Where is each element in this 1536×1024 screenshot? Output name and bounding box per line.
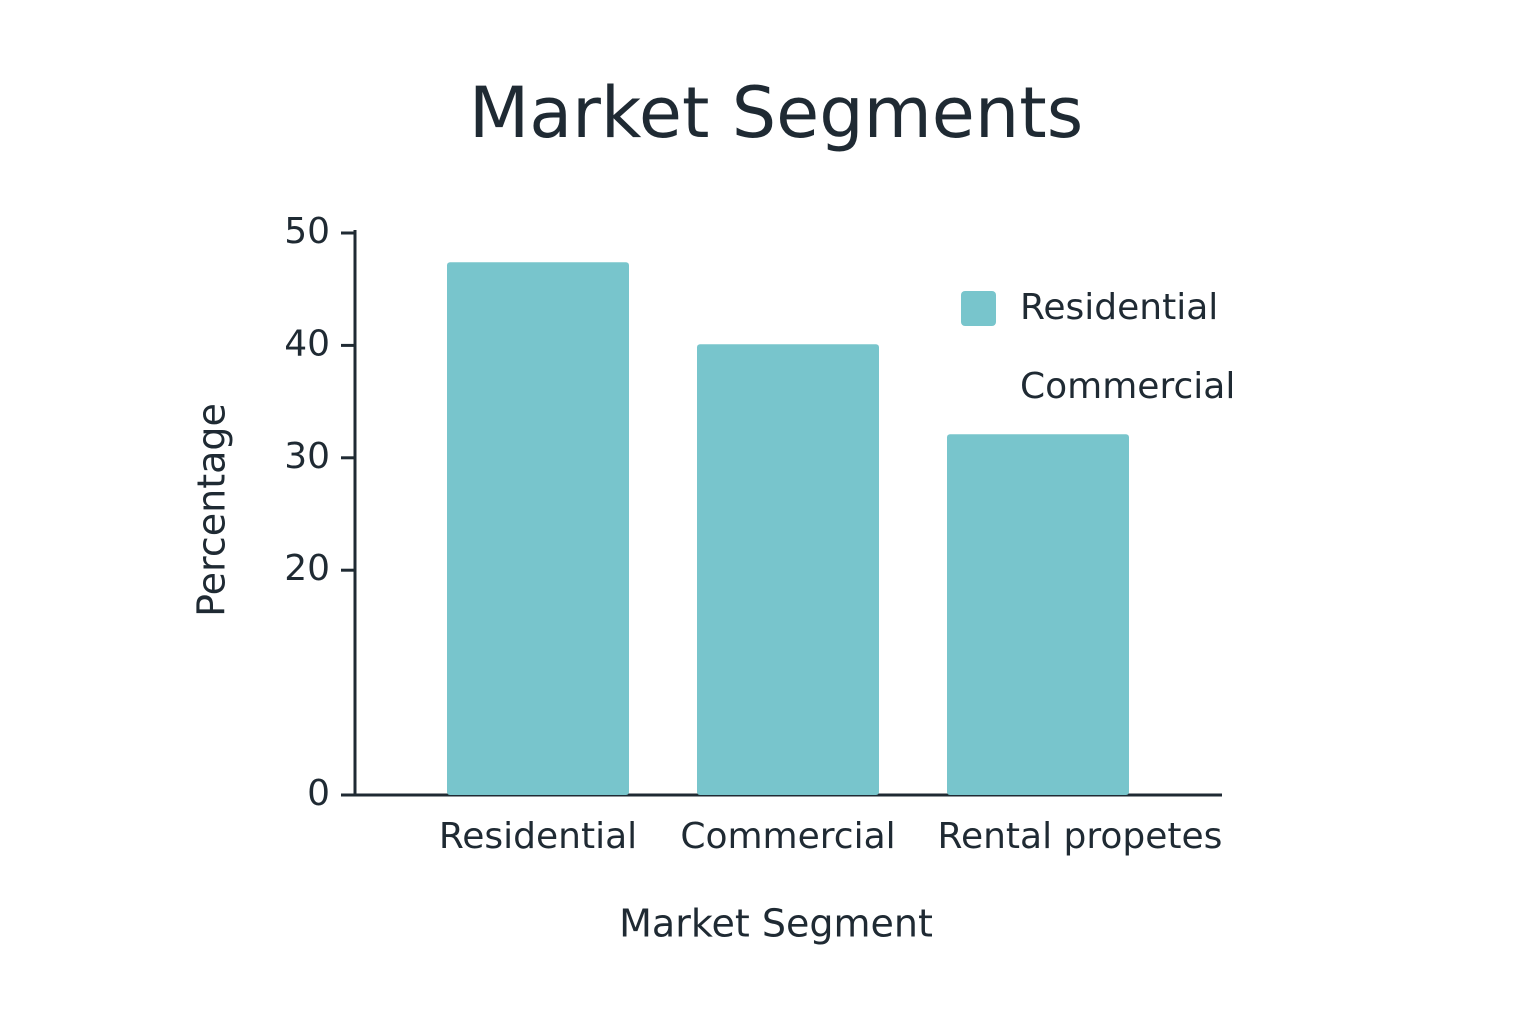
chart-title: Market Segments [469,72,1083,154]
x-axis-title: Market Segment [619,902,933,946]
y-axis-title: Percentage [190,403,234,617]
bar [697,344,879,795]
legend-label: Commercial [1020,366,1235,407]
legend-label: Residential [1020,287,1218,328]
y-tick-label: 30 [284,436,330,477]
x-tick-label: Commercial [680,816,895,857]
bar [947,434,1129,795]
legend-swatch [961,291,996,326]
x-tick-label: Rental propetes [938,816,1223,857]
y-tick-label: 40 [284,323,330,364]
x-tick-label: Residential [439,816,637,857]
y-tick-label: 0 [307,773,330,814]
bar [447,262,629,795]
y-tick-label: 20 [284,548,330,589]
y-tick-label: 50 [284,211,330,252]
